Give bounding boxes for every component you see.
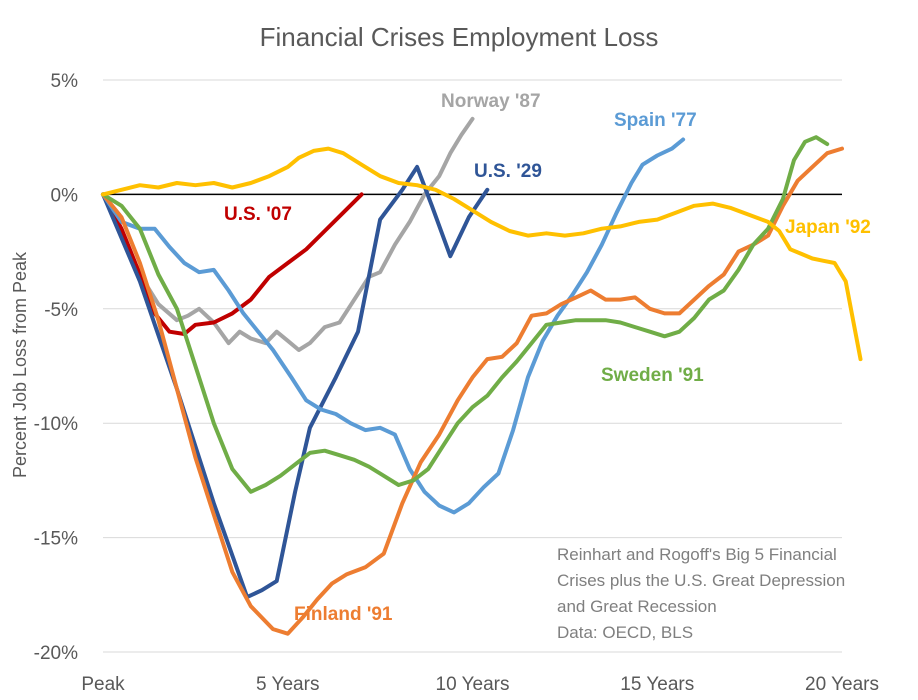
series-line: [101, 146, 844, 636]
y-axis-ticks: 5% 0% -5% -10% -15% -20%: [34, 71, 78, 664]
chart-title: Financial Crises Employment Loss: [260, 22, 659, 52]
series-label: U.S. '07: [224, 204, 292, 225]
gridlines: [103, 79, 842, 653]
series-label: U.S. '29: [474, 161, 542, 182]
series-label: Japan '92: [785, 217, 871, 238]
y-tick-label: 5%: [51, 71, 79, 92]
series-line: [101, 164, 490, 600]
y-tick-label: -5%: [44, 300, 78, 321]
series-label: Finland '91: [294, 604, 393, 625]
x-tick-label: Peak: [81, 674, 125, 695]
series-line: [101, 135, 830, 494]
source-note: Reinhart and Rogoff's Big 5 Financial Cri…: [557, 545, 845, 642]
x-tick-label: 15 Years: [620, 674, 694, 695]
source-note-line: Data: OECD, BLS: [557, 623, 693, 642]
series-line: [101, 146, 863, 362]
source-note-line: Reinhart and Rogoff's Big 5 Financial: [557, 545, 837, 564]
source-note-line: Crises plus the U.S. Great Depression: [557, 571, 845, 590]
series-line: [101, 116, 475, 352]
series-label: Norway '87: [441, 91, 541, 112]
y-tick-label: -20%: [34, 643, 78, 664]
y-tick-label: -15%: [34, 529, 78, 550]
series-labels: Norway '87 U.S. '07 U.S. '29 Spain '77 Finla…: [224, 91, 871, 625]
series-lines: [101, 116, 863, 636]
x-tick-label: 10 Years: [436, 674, 510, 695]
source-note-line: and Great Recession: [557, 597, 717, 616]
y-tick-label: 0%: [51, 185, 79, 206]
series-line: [101, 137, 686, 515]
x-axis-ticks: Peak 5 Years 10 Years 15 Years 20 Years: [81, 674, 879, 695]
y-tick-label: -10%: [34, 414, 78, 435]
series-line: [101, 192, 364, 336]
x-tick-label: 5 Years: [256, 674, 319, 695]
series-label: Sweden '91: [601, 365, 704, 386]
y-axis-label: Percent Job Loss from Peak: [10, 251, 30, 478]
x-tick-label: 20 Years: [805, 674, 879, 695]
series-label: Spain '77: [614, 110, 697, 131]
